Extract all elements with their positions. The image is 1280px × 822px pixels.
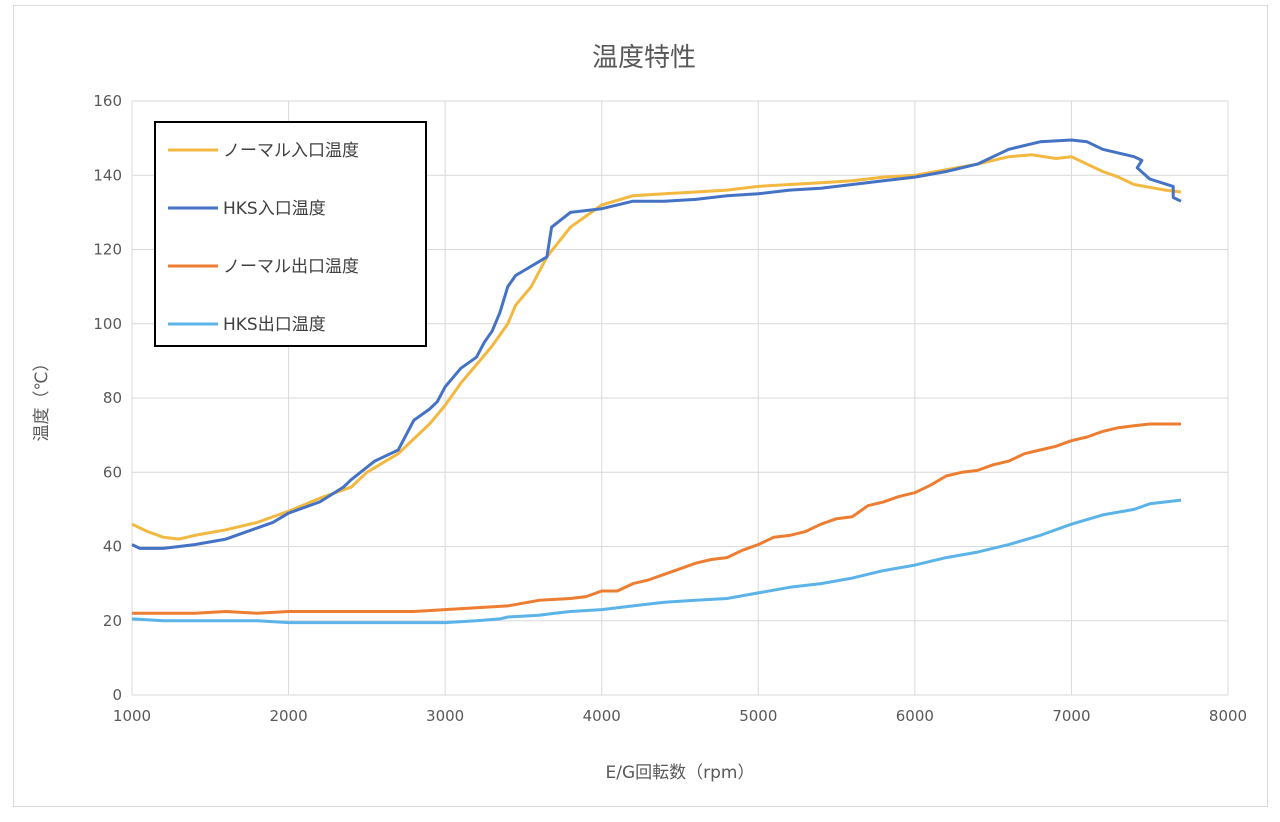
legend-box bbox=[154, 121, 427, 347]
series-lines bbox=[131, 138, 1182, 625]
legend-label-2: HKS入口温度 bbox=[223, 199, 326, 219]
x-tick-label: 6000 bbox=[896, 707, 934, 725]
x-tick-label: 1000 bbox=[113, 707, 151, 725]
x-axis-label: E/G回転数（rpm） bbox=[606, 763, 755, 783]
series-line-2 bbox=[131, 138, 1182, 550]
legend-label-4: HKS出口温度 bbox=[223, 315, 326, 335]
y-tick-label: 100 bbox=[93, 315, 122, 333]
series-line-1 bbox=[131, 153, 1182, 541]
y-tick-label: 120 bbox=[93, 241, 122, 259]
grid-lines bbox=[131, 100, 1229, 696]
series-line-4 bbox=[131, 498, 1182, 625]
x-tick-label: 8000 bbox=[1209, 707, 1247, 725]
x-tick-label: 4000 bbox=[583, 707, 621, 725]
tick-labels: 0 20 40 60 80 100 120 140 160 1000 2000 3000 4000 500… bbox=[93, 92, 1247, 725]
legend-label-1: ノーマル入口温度 bbox=[223, 141, 359, 161]
y-tick-label: 20 bbox=[103, 612, 122, 630]
y-tick-label: 160 bbox=[93, 92, 122, 110]
y-tick-label: 40 bbox=[103, 538, 122, 556]
series-line-3 bbox=[132, 422, 1181, 615]
x-tick-label: 2000 bbox=[269, 707, 307, 725]
chart-title: 温度特性 bbox=[592, 43, 696, 73]
x-tick-label: 7000 bbox=[1052, 707, 1090, 725]
y-tick-label: 0 bbox=[112, 686, 122, 704]
y-axis-label: 温度（℃） bbox=[32, 354, 52, 441]
y-tick-label: 60 bbox=[103, 463, 122, 481]
x-tick-label: 3000 bbox=[426, 707, 464, 725]
y-tick-label: 80 bbox=[103, 389, 122, 407]
x-tick-label: 5000 bbox=[739, 707, 777, 725]
legend-label-3: ノーマル出口温度 bbox=[223, 257, 359, 277]
y-tick-label: 140 bbox=[93, 166, 122, 184]
